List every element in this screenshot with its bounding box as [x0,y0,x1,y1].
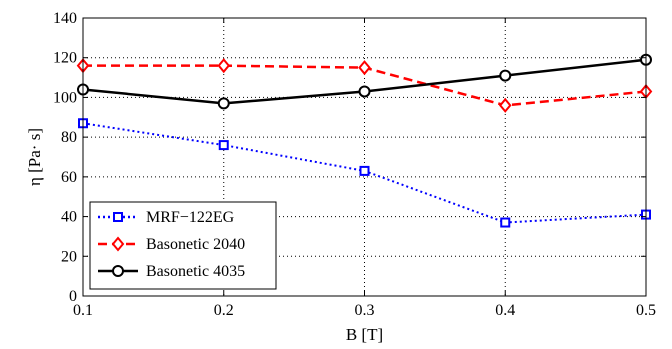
data-point [358,85,371,98]
y-tick-label: 20 [61,248,77,265]
legend-marker [111,236,125,252]
y-tick-label: 140 [53,10,77,27]
legend-marker [113,212,123,222]
data-point [358,60,371,76]
y-tick-label: 40 [61,209,77,226]
x-tick-label: 0.2 [214,302,234,319]
y-tick-label: 80 [61,129,77,146]
legend-marker [112,265,124,277]
data-point [359,165,370,176]
x-axis-label: B [T] [346,325,383,344]
data-point [217,97,230,110]
x-tick-label: 0.4 [495,302,515,319]
y-tick-label: 120 [53,50,77,67]
y-tick-label: 100 [53,89,77,106]
y-tick-label: 0 [69,288,77,305]
x-tick-label: 0.1 [73,302,93,319]
data-point [218,140,229,151]
x-tick-label: 0.3 [355,302,375,319]
data-point [499,69,512,82]
legend-label: Basonetic 4035 [146,263,245,280]
legend: MRF−122EG Basonetic 2040 Basonetic 4035 [89,201,277,290]
data-point [500,217,511,228]
y-axis-label: η [Pa· s] [25,128,44,186]
data-point [498,97,512,113]
x-tick-label: 0.5 [636,302,656,319]
axis-ticks: 0.1 0.2 0.3 0.4 0.5 0 20 40 60 80 100 120 140 [53,10,656,319]
legend-label: Basonetic 2040 [146,236,245,253]
data-point [217,58,231,74]
legend-label: MRF−122EG [146,209,235,226]
y-tick-label: 60 [61,169,77,186]
